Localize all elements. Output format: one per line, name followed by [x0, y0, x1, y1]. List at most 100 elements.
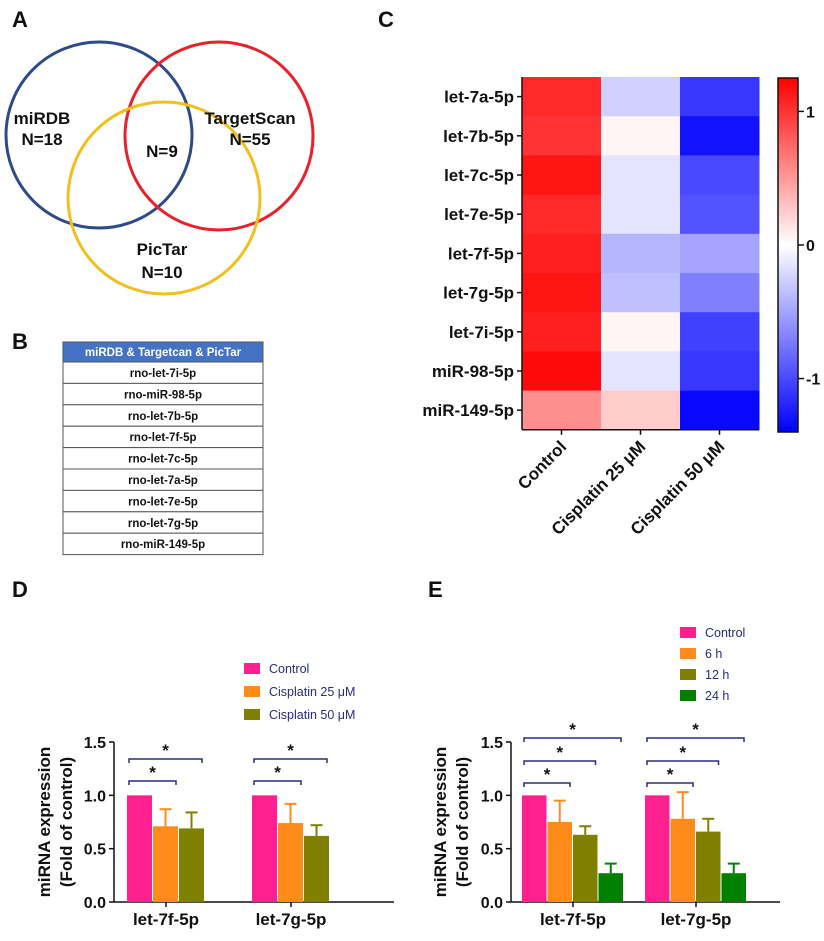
legend-swatch	[680, 669, 696, 680]
table-cell-text: rno-let-7c-5p	[128, 454, 198, 466]
significance-star: *	[679, 743, 686, 762]
heatmap-cell	[522, 116, 602, 156]
y-tick-label: 1.5	[84, 735, 106, 752]
heatmap-cell	[522, 273, 602, 313]
x-tick-label: let-7f-5p	[540, 910, 606, 929]
legend-label: Control	[705, 626, 745, 640]
heatmap-cell	[601, 155, 681, 196]
bar	[153, 826, 178, 902]
table-cell-text: rno-let-7a-5p	[128, 475, 198, 487]
heatmap-cell	[522, 77, 602, 117]
heatmap-cell	[680, 194, 760, 235]
bar	[522, 795, 547, 902]
legend-label: Cisplatin 25 μM	[269, 685, 355, 699]
heatmap-cell	[522, 155, 602, 196]
legend-label: 24 h	[705, 689, 729, 703]
y-axis-label: miRNA expression	[35, 747, 54, 898]
heatmap-cell	[601, 273, 681, 313]
significance-star: *	[556, 743, 563, 762]
bar	[645, 795, 670, 902]
panel-label-e: E	[428, 577, 443, 602]
bar	[598, 873, 623, 902]
heatmap-cell	[522, 351, 602, 392]
heatmap-cell	[522, 194, 602, 235]
significance-star: *	[667, 765, 674, 784]
venn-label-mirdb: miRDB	[14, 109, 71, 128]
legend-swatch	[680, 627, 696, 638]
significance-bracket	[523, 737, 622, 742]
significance-bracket	[523, 782, 571, 787]
venn-count-mirdb: N=18	[21, 130, 62, 149]
significance-bracket	[128, 758, 203, 763]
venn-circle-mirdb	[4, 40, 194, 230]
significance-star: *	[569, 720, 576, 739]
legend-label: 6 h	[705, 647, 722, 661]
significance-star: *	[274, 763, 281, 782]
bar	[304, 835, 329, 902]
y-tick-label: 1.0	[84, 788, 106, 805]
significance-bracket	[128, 780, 177, 785]
heatmap-col-label: Control	[514, 437, 570, 493]
colorbar-tick-label: 0	[806, 238, 815, 255]
y-tick-label: 0.0	[84, 895, 106, 912]
venn-count-pictar: N=10	[141, 263, 182, 282]
heatmap-cell	[601, 233, 681, 274]
x-tick-label: let-7g-5p	[661, 910, 732, 929]
table-cell-text: rno-let-7e-5p	[128, 496, 198, 508]
panel-label-c: C	[378, 7, 394, 32]
significance-bracket	[253, 780, 302, 785]
table-cell-text: rno-miR-98-5p	[124, 389, 202, 401]
table-cell-text: rno-let-7g-5p	[128, 518, 198, 530]
bar	[547, 822, 572, 902]
bar	[696, 831, 721, 902]
venn-count-targetscan: N=55	[229, 130, 270, 149]
legend-label: Cisplatin 50 μM	[269, 708, 355, 722]
venn-label-pictar: PicTar	[137, 240, 188, 259]
y-axis-label: miRNA expression	[431, 747, 450, 898]
table-cell-text: rno-let-7b-5p	[128, 411, 198, 423]
heatmap-row-label: miR-149-5p	[422, 401, 514, 420]
table-row	[62, 532, 264, 556]
y-tick-label: 1.5	[481, 735, 503, 752]
heatmap-row-label: let-7e-5p	[444, 205, 514, 224]
legend-swatch	[244, 709, 260, 720]
heatmap-row-label: let-7c-5p	[444, 166, 514, 185]
heatmap-cell	[601, 116, 681, 156]
heatmap-cell	[522, 312, 602, 352]
panel-label-b: B	[12, 329, 28, 354]
colorbar-tick-label: 1	[806, 104, 815, 121]
heatmap-cell	[680, 233, 760, 274]
heatmap-cell	[601, 312, 681, 352]
heatmap-cell	[601, 77, 681, 117]
heatmap-cell	[601, 351, 681, 392]
heatmap-cell	[680, 351, 760, 392]
heatmap-cell	[680, 155, 760, 196]
significance-star: *	[287, 741, 294, 760]
heatmap-row-label: let-7a-5p	[444, 88, 514, 107]
heatmap-cell	[522, 390, 602, 431]
heatmap-row-label: miR-98-5p	[432, 362, 514, 381]
bar-chart-e: 0.0 0.5 1.0 1.5 miRNA expression (Fold of con…	[431, 626, 780, 929]
heatmap-cell	[522, 233, 602, 274]
y-tick-label: 0.5	[481, 842, 503, 859]
heatmap-cell	[680, 116, 760, 156]
heatmap: let-7a-5p let-7b-5p let-7c-5p let-7e-5p let-…	[422, 77, 820, 539]
panel-label-d: D	[12, 577, 28, 602]
table-cell-text: rno-miR-149-5p	[121, 539, 205, 551]
heatmap-row-label: let-7i-5p	[449, 323, 514, 342]
significance-bracket	[523, 760, 597, 765]
table-cell-text: rno-let-7i-5p	[130, 368, 196, 380]
heatmap-cell	[680, 273, 760, 313]
bar-chart-d: 0.0 0.5 1.0 1.5 miRNA expression (Fold of con…	[35, 662, 394, 929]
significance-bracket	[646, 737, 745, 742]
heatmap-row-label: let-7b-5p	[443, 127, 514, 146]
heatmap-row-label: let-7g-5p	[443, 284, 514, 303]
y-tick-label: 1.0	[481, 788, 503, 805]
x-tick-label: let-7f-5p	[133, 910, 199, 929]
bar	[670, 818, 695, 902]
heatmap-cell	[680, 312, 760, 352]
colorbar	[777, 77, 799, 433]
panel-label-a: A	[12, 7, 28, 32]
colorbar-tick-label: -1	[806, 372, 820, 389]
